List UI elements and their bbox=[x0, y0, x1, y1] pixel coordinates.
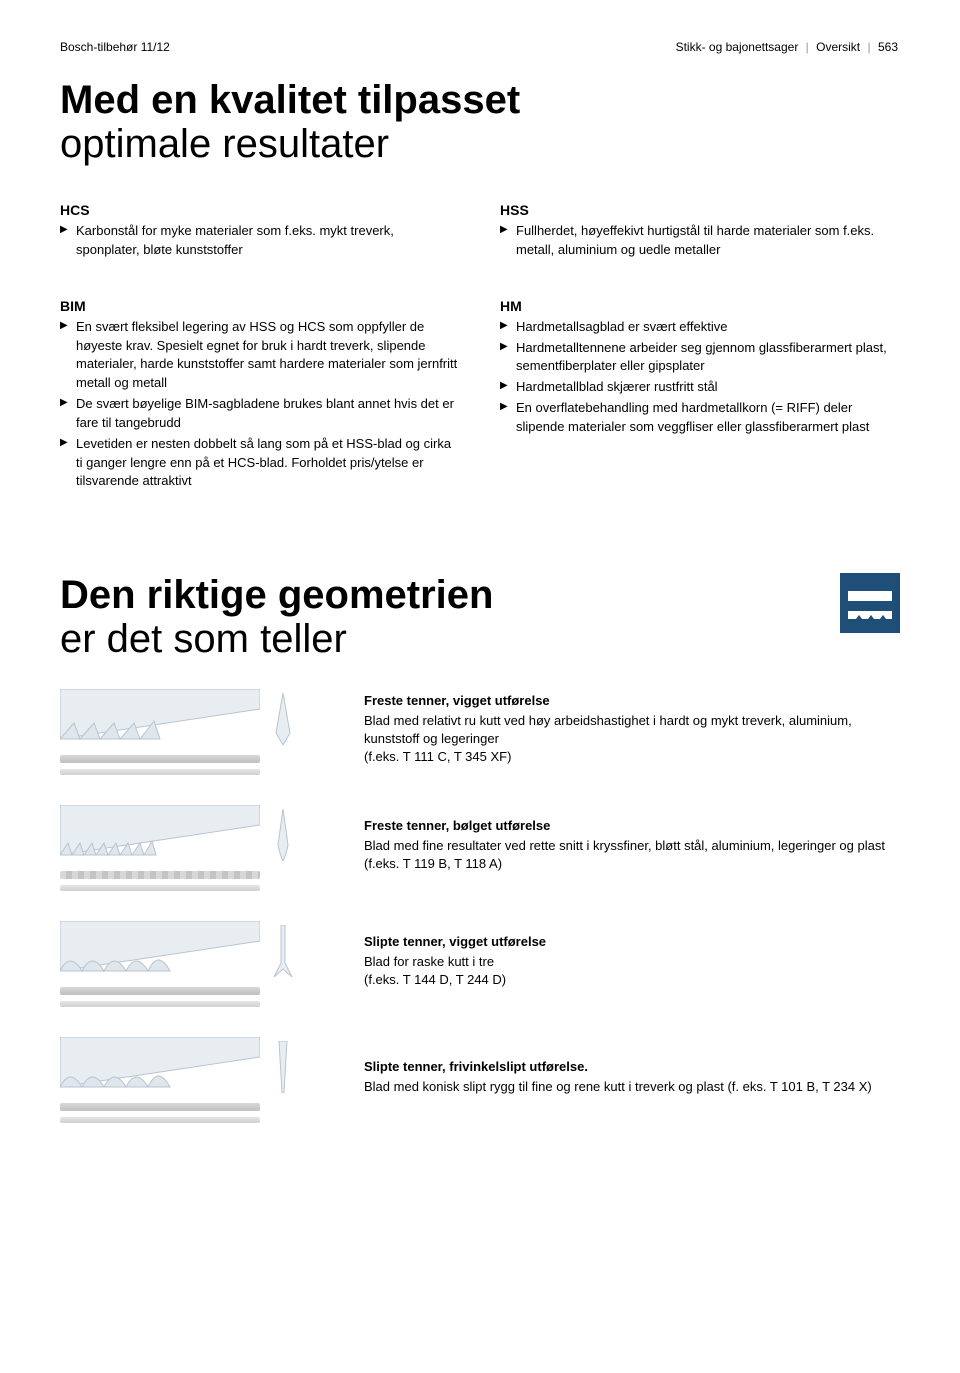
bim-list: En svært fleksibel legering av HSS og HC… bbox=[60, 318, 460, 492]
list-item: Levetiden er nesten dobbelt så lang som … bbox=[60, 435, 460, 492]
geometry-text: Slipte tenner, vigget utførelse Blad for… bbox=[364, 933, 900, 990]
page-header: Bosch-tilbehør 11/12 Stikk- og bajonetts… bbox=[60, 40, 900, 54]
geometry-body: Blad med fine resultater ved rette snitt… bbox=[364, 837, 900, 855]
geometry-text: Freste tenner, bølget utførelse Blad med… bbox=[364, 817, 900, 874]
bim-block: BIM En svært fleksibel legering av HSS o… bbox=[60, 298, 460, 494]
hm-block: HM Hardmetallsagblad er svært effektive … bbox=[500, 298, 900, 494]
geometry-section: Den riktige geometrien er det som teller… bbox=[60, 573, 900, 1117]
geometry-example: (f.eks. T 119 B, T 118 A) bbox=[364, 855, 900, 873]
geometry-title-bold: Den riktige geometrien bbox=[60, 573, 900, 617]
geometry-example: (f.eks. T 144 D, T 244 D) bbox=[364, 971, 900, 989]
list-item: Hardmetallsagblad er svært effektive bbox=[500, 318, 900, 337]
divider: | bbox=[806, 40, 809, 54]
hss-title: HSS bbox=[500, 202, 900, 218]
geometry-text: Freste tenner, vigget utførelse Blad med… bbox=[364, 692, 900, 767]
list-item: De svært bøyelige BIM-sagbladene brukes … bbox=[60, 395, 460, 433]
hcs-block: HCS Karbonstål for myke materialer som f… bbox=[60, 202, 460, 262]
blade-illustration-milled-set bbox=[60, 689, 340, 769]
materials-row-1: HCS Karbonstål for myke materialer som f… bbox=[60, 202, 900, 262]
geometry-row: Slipte tenner, frivinkelslipt utførelse.… bbox=[60, 1037, 900, 1117]
geometry-row: Slipte tenner, vigget utførelse Blad for… bbox=[60, 921, 900, 1001]
page-title-bold: Med en kvalitet tilpasset bbox=[60, 78, 900, 122]
geometry-body: Blad med konisk slipt rygg til fine og r… bbox=[364, 1078, 900, 1096]
geometry-example: (f.eks. T 111 C, T 345 XF) bbox=[364, 748, 900, 766]
geometry-row: Freste tenner, bølget utførelse Blad med… bbox=[60, 805, 900, 885]
header-right: Stikk- og bajonettsager | Oversikt | 563 bbox=[674, 40, 900, 54]
materials-row-2: BIM En svært fleksibel legering av HSS o… bbox=[60, 298, 900, 494]
page-title-light: optimale resultater bbox=[60, 122, 900, 166]
list-item: Hardmetalltennene arbeider seg gjennom g… bbox=[500, 339, 900, 377]
geometry-body: Blad for raske kutt i tre bbox=[364, 953, 900, 971]
blade-illustration-ground-set bbox=[60, 921, 340, 1001]
list-item: En svært fleksibel legering av HSS og HC… bbox=[60, 318, 460, 393]
bim-title: BIM bbox=[60, 298, 460, 314]
geometry-row: Freste tenner, vigget utførelse Blad med… bbox=[60, 689, 900, 769]
header-page-number: 563 bbox=[878, 40, 898, 54]
geometry-body: Blad med relativt ru kutt ved høy arbeid… bbox=[364, 712, 900, 748]
hcs-title: HCS bbox=[60, 202, 460, 218]
geometry-title-light: er det som teller bbox=[60, 617, 900, 661]
list-item: Fullherdet, høyeffekivt hurtigstål til h… bbox=[500, 222, 900, 260]
hss-list: Fullherdet, høyeffekivt hurtigstål til h… bbox=[500, 222, 900, 260]
hss-block: HSS Fullherdet, høyeffekivt hurtigstål t… bbox=[500, 202, 900, 262]
hcs-list: Karbonstål for myke materialer som f.eks… bbox=[60, 222, 460, 260]
header-category: Stikk- og bajonettsager bbox=[676, 40, 799, 54]
geometry-heading: Freste tenner, vigget utførelse bbox=[364, 692, 900, 710]
list-item: En overflatebehandling med hardmetallkor… bbox=[500, 399, 900, 437]
header-subcategory: Oversikt bbox=[816, 40, 860, 54]
header-left: Bosch-tilbehør 11/12 bbox=[60, 40, 170, 54]
divider: | bbox=[868, 40, 871, 54]
side-tab-icon bbox=[840, 573, 900, 633]
blade-illustration-ground-taper bbox=[60, 1037, 340, 1117]
geometry-heading: Slipte tenner, frivinkelslipt utførelse. bbox=[364, 1058, 900, 1076]
list-item: Hardmetallblad skjærer rustfritt stål bbox=[500, 378, 900, 397]
blade-illustration-milled-wavy bbox=[60, 805, 340, 885]
hm-list: Hardmetallsagblad er svært effektive Har… bbox=[500, 318, 900, 437]
geometry-heading: Slipte tenner, vigget utførelse bbox=[364, 933, 900, 951]
geometry-heading: Freste tenner, bølget utførelse bbox=[364, 817, 900, 835]
geometry-text: Slipte tenner, frivinkelslipt utførelse.… bbox=[364, 1058, 900, 1096]
list-item: Karbonstål for myke materialer som f.eks… bbox=[60, 222, 460, 260]
hm-title: HM bbox=[500, 298, 900, 314]
